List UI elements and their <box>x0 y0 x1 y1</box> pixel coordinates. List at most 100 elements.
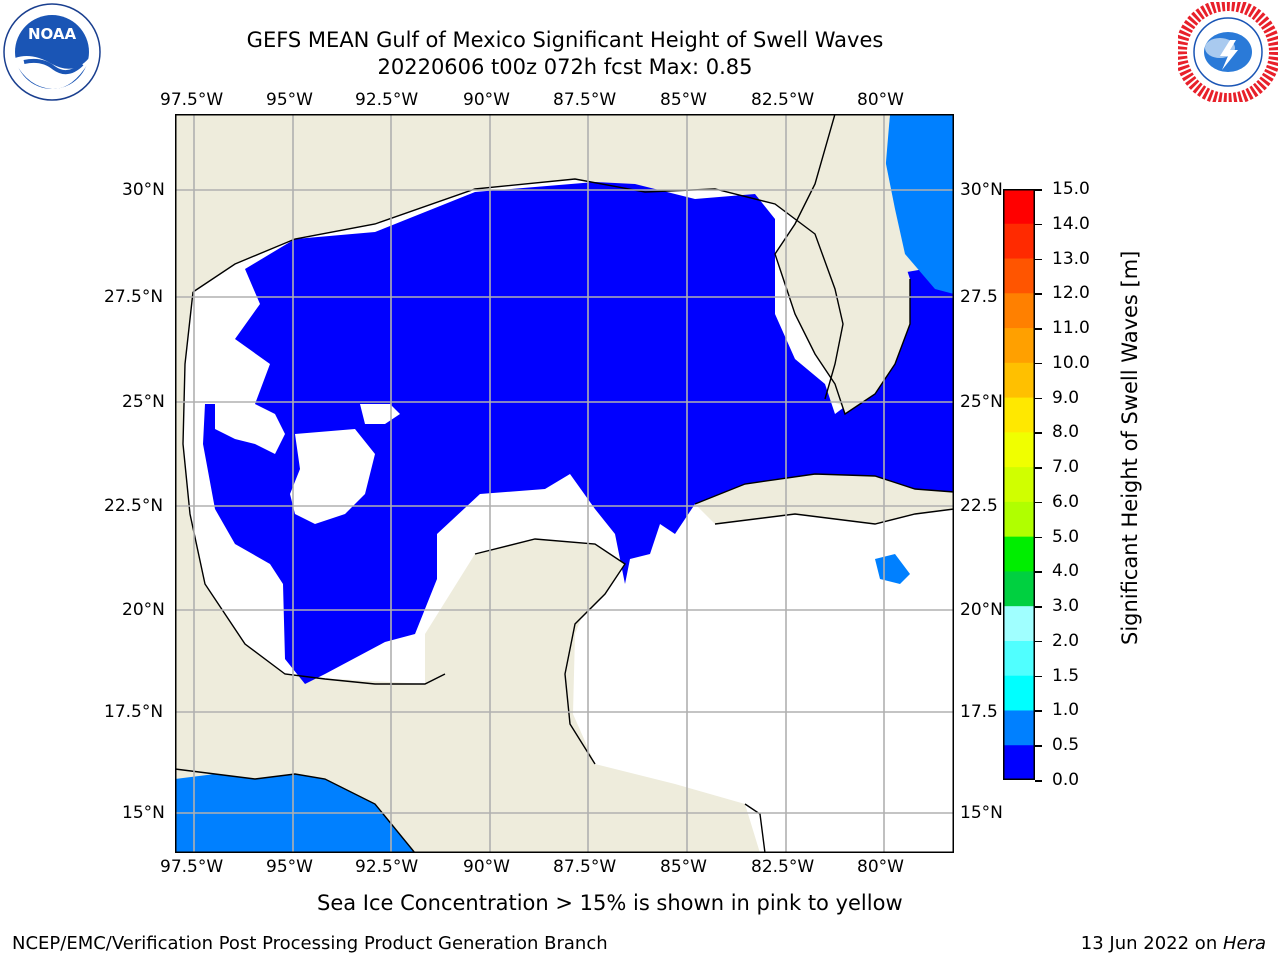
colorbar-tick-label: 5.0 <box>1052 526 1080 547</box>
colorbar-tick-mark <box>1035 432 1042 434</box>
lat-tick-right: 20°N <box>960 600 1003 620</box>
lat-tick-right: 15°N <box>960 803 1003 823</box>
credit-text: NCEP/EMC/Verification Post Processing Pr… <box>12 933 608 954</box>
colorbar-ticks: 15.0 14.0 13.0 12.0 11.0 10.0 9.0 8.0 7.0 6.0 5.0 4… <box>1035 179 1100 790</box>
honduras-coastline <box>744 803 766 854</box>
lat-tick-left: 27.5°N <box>104 287 164 307</box>
lon-tick-bottom: 92.5°W <box>355 857 419 877</box>
no-data-hole-central <box>290 429 375 524</box>
lat-tick-right: 30°N <box>960 180 1003 200</box>
colorbar-tick-label: 4.0 <box>1052 561 1080 582</box>
colorbar-tick-mark <box>1035 606 1042 608</box>
colorbar-segment <box>1003 606 1035 642</box>
colorbar-segment <box>1003 432 1035 468</box>
no-data-hole-small <box>360 404 400 424</box>
lon-tick-top: 92.5°W <box>355 90 419 110</box>
machine-name: Hera <box>1222 933 1266 954</box>
no-data-hole-west <box>215 404 285 454</box>
colorbar <box>1003 189 1035 781</box>
cuba-land <box>695 474 954 524</box>
florida-coastline <box>774 113 911 416</box>
swell-field-mid-atlantic <box>885 114 954 294</box>
map-panel <box>174 113 955 854</box>
lat-tick-right: 22.5 <box>960 496 998 516</box>
map-frame <box>175 114 954 853</box>
date-stamp: 13 Jun 2022 on Hera <box>1081 933 1266 954</box>
lon-tick-bottom: 82.5°W <box>751 857 815 877</box>
lat-tick-left: 25°N <box>122 392 165 412</box>
lon-tick-bottom: 97.5°W <box>160 857 224 877</box>
florida-land <box>775 114 910 414</box>
colorbar-segment <box>1003 467 1035 503</box>
map-gridlines <box>175 114 954 853</box>
colorbar-tick-label: 0.0 <box>1052 770 1080 790</box>
colorbar-segment <box>1003 328 1035 364</box>
lon-tick-top: 87.5°W <box>553 90 617 110</box>
chart-subtitle: 20220606 t00z 072h fcst Max: 0.85 <box>377 55 753 79</box>
yucatan-land <box>430 539 625 774</box>
colorbar-segment <box>1003 258 1035 294</box>
lon-tick-bottom: 80°W <box>857 857 904 877</box>
colorbar-segment <box>1003 189 1035 225</box>
colorbar-tick-mark <box>1035 675 1042 678</box>
colorbar-tick-mark <box>1035 467 1042 469</box>
colorbar-segment <box>1003 536 1035 572</box>
sea-ice-note: Sea Ice Concentration > 15% is shown in … <box>317 891 903 915</box>
colorbar-label: Significant Height of Swell Waves [m] <box>1118 250 1142 645</box>
colorbar-tick-label: 0.5 <box>1052 735 1080 756</box>
colorbar-tick-mark <box>1035 189 1042 191</box>
cuba-coastline <box>694 473 955 525</box>
colorbar-tick-label: 1.5 <box>1052 665 1080 686</box>
colorbar-tick-mark <box>1035 397 1042 400</box>
pacific-coastline <box>174 768 416 854</box>
colorbar-tick-label: 10.0 <box>1052 352 1090 373</box>
colorbar-tick-label: 11.0 <box>1052 318 1090 339</box>
lat-tick-left: 17.5°N <box>104 702 164 722</box>
colorbar-segment <box>1003 223 1035 260</box>
colorbar-tick-mark <box>1035 710 1042 712</box>
colorbar-frame <box>1003 189 1035 780</box>
lon-tick-top: 82.5°W <box>751 90 815 110</box>
colorbar-segment <box>1003 501 1035 538</box>
lat-tick-left: 15°N <box>122 803 165 823</box>
colorbar-tick-label: 8.0 <box>1052 422 1080 443</box>
lat-tick-right: 17.5 <box>960 702 998 722</box>
lat-tick-left: 30°N <box>122 180 165 200</box>
lat-tick-left: 20°N <box>122 600 165 620</box>
colorbar-segment <box>1003 571 1035 607</box>
date-text: 13 Jun 2022 on <box>1080 933 1223 954</box>
noaa-logo-text: NOAA <box>28 25 77 43</box>
lon-tick-bottom: 87.5°W <box>553 857 617 877</box>
colorbar-tick-mark <box>1035 362 1042 365</box>
yucatan-coastline <box>474 538 626 765</box>
lon-tick-top: 97.5°W <box>160 90 224 110</box>
colorbar-tick-mark <box>1035 536 1042 539</box>
colorbar-segment <box>1003 710 1035 746</box>
colorbar-tick-label: 1.0 <box>1052 700 1080 721</box>
colorbar-tick-label: 2.0 <box>1052 630 1080 651</box>
colorbar-tick-mark <box>1035 328 1042 330</box>
colorbar-tick-mark <box>1035 640 1042 643</box>
noaa-logo: NOAA <box>2 2 102 102</box>
colorbar-tick-mark <box>1035 745 1042 747</box>
lat-tick-right: 27.5 <box>960 287 998 307</box>
colorbar-tick-label: 13.0 <box>1052 248 1090 269</box>
chart-title: GEFS MEAN Gulf of Mexico Significant Hei… <box>246 28 884 52</box>
colorbar-tick-label: 7.0 <box>1052 457 1080 478</box>
lat-tick-left: 22.5°N <box>104 496 164 516</box>
colorbar-segment <box>1003 397 1035 433</box>
colorbar-tick-mark <box>1035 780 1042 782</box>
colorbar-segment <box>1003 640 1035 677</box>
nws-logo <box>1175 0 1280 105</box>
colorbar-tick-mark <box>1035 501 1042 504</box>
lon-tick-top: 90°W <box>463 90 510 110</box>
colorbar-tick-mark <box>1035 258 1042 261</box>
colorbar-tick-label: 3.0 <box>1052 596 1080 617</box>
colorbar-tick-label: 14.0 <box>1052 213 1090 234</box>
lon-tick-top: 80°W <box>857 90 904 110</box>
colorbar-segment <box>1003 745 1035 781</box>
colorbar-tick-label: 6.0 <box>1052 491 1080 512</box>
lon-tick-top: 95°W <box>266 90 313 110</box>
colorbar-tick-mark <box>1035 293 1042 295</box>
colorbar-tick-label: 15.0 <box>1052 179 1090 199</box>
